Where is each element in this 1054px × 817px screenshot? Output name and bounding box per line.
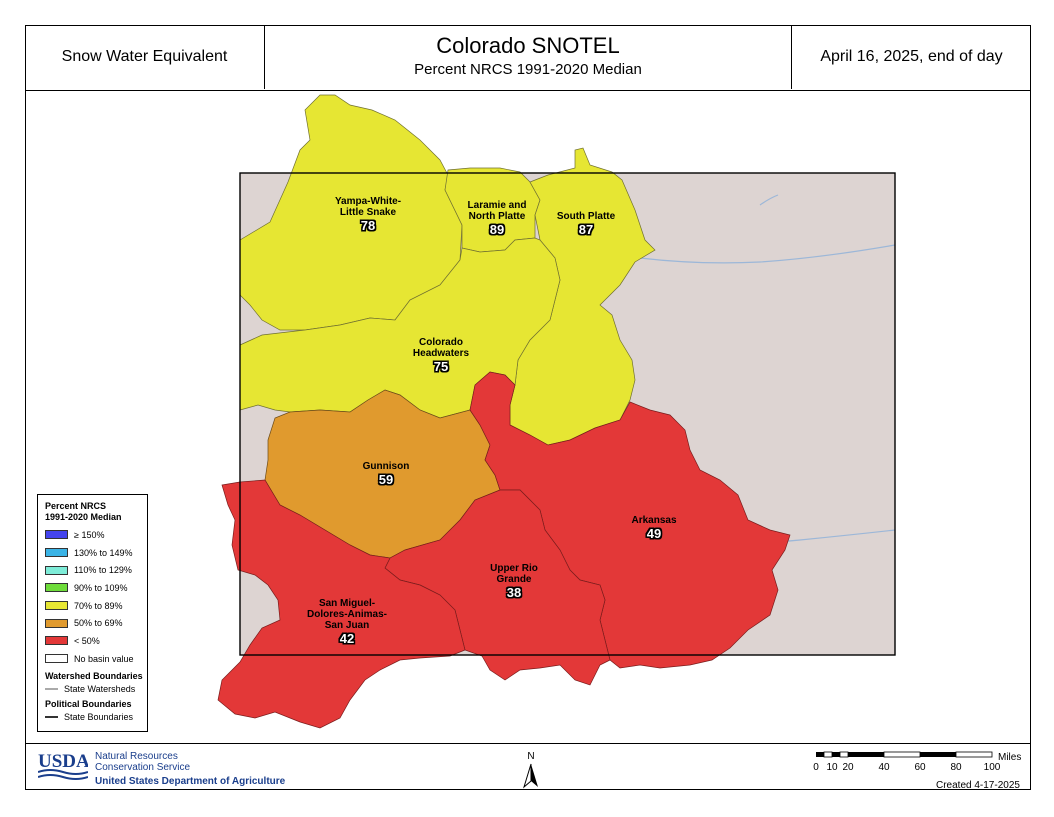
legend-classes: ≥ 150% 130% to 149% 110% to 129% 90% to 109… (45, 526, 147, 668)
north-label: N (527, 751, 534, 762)
legend-class-row: 130% to 149% (45, 544, 147, 562)
legend-class-row: 110% to 129% (45, 561, 147, 579)
basin-value: 59 (378, 472, 394, 487)
legend-label: < 50% (74, 635, 100, 646)
scale-tick-label: 0 (813, 762, 819, 773)
legend-swatch (45, 548, 68, 558)
legend-class-row: 70% to 89% (45, 597, 147, 615)
scale-bar: Miles 0 10 20 40 60 80 100 (813, 751, 1021, 773)
state-boundary (239, 172, 896, 656)
legend-label: ≥ 150% (74, 529, 105, 540)
legend-label: 70% to 89% (74, 600, 123, 611)
scale-unit: Miles (998, 752, 1021, 763)
legend-label: 90% to 109% (74, 582, 128, 593)
map-frame (25, 25, 1031, 790)
legend-title: 1991-2020 Median (45, 512, 122, 522)
legend-swatch (45, 601, 68, 611)
basin-name: Colorado Headwaters (412, 337, 470, 359)
legend-swatch (45, 618, 68, 628)
header-date: April 16, 2025, end of day (820, 48, 1003, 65)
scale-tick-label: 40 (878, 762, 890, 773)
basin-value: 89 (489, 222, 505, 237)
scale-tick-label: 100 (984, 762, 1001, 773)
legend-label: State Boundaries (64, 711, 134, 722)
map-subtitle: Percent NRCS 1991-2020 Median (414, 61, 642, 78)
map-footer (25, 743, 1031, 790)
scale-tick-label: 60 (914, 762, 926, 773)
map-legend: Percent NRCS 1991-2020 Median ≥ 150% 130%… (37, 494, 148, 732)
legend-label: 130% to 149% (74, 547, 133, 558)
label-yampa: Yampa-White- Little Snake 78 (318, 196, 418, 233)
label-arkansas: Arkansas 49 (609, 515, 699, 541)
map-title: Colorado SNOTEL (436, 33, 620, 58)
scale-tick-label: 20 (842, 762, 854, 773)
legend-political-head: Political Boundaries (45, 698, 132, 709)
watershed-line-icon (45, 688, 58, 689)
label-colorado-headwaters: Colorado Headwaters 75 (396, 337, 486, 374)
label-laramie: Laramie and North Platte 89 (452, 200, 542, 237)
basin-value: 49 (646, 526, 662, 541)
basin-value: 38 (506, 585, 522, 600)
legend-class-row: ≥ 150% (45, 526, 147, 544)
legend-label: 50% to 69% (74, 618, 123, 629)
scale-tick-label: 10 (826, 762, 838, 773)
basin-value: 75 (433, 359, 449, 374)
legend-title: Percent NRCS (45, 501, 107, 511)
label-gunnison: Gunnison 59 (341, 461, 431, 487)
scale-tick-label: 80 (950, 762, 962, 773)
legend-swatch (45, 654, 68, 664)
basin-value: 78 (360, 218, 376, 233)
basin-name: Gunnison (362, 461, 410, 472)
legend-swatch (45, 583, 68, 593)
legend-class-row: 90% to 109% (45, 579, 147, 597)
map-header: Snow Water Equivalent Colorado SNOTEL Pe… (25, 25, 1031, 91)
legend-watershed-head: Watershed Boundaries (45, 670, 143, 681)
basin-name: South Platte (556, 211, 616, 222)
usda-logo-icon: USDA (38, 751, 88, 780)
basin-value: 87 (578, 222, 594, 237)
label-south-platte: South Platte 87 (541, 211, 631, 237)
agency-name: Natural Resources Conservation Service (95, 751, 190, 773)
basin-name: Yampa-White- Little Snake (334, 196, 402, 218)
legend-class-row: 50% to 69% (45, 614, 147, 632)
label-upper-rio-grande: Upper Rio Grande 38 (469, 563, 559, 600)
label-san-miguel: San Miguel- Dolores-Animas- San Juan 42 (292, 598, 402, 646)
basin-name: San Miguel- Dolores-Animas- San Juan (306, 598, 387, 631)
legend-label: 110% to 129% (74, 565, 132, 576)
legend-political-item: State Boundaries (45, 710, 147, 724)
header-measure: Snow Water Equivalent (25, 25, 265, 89)
legend-label: No basin value (74, 653, 134, 664)
legend-swatch (45, 530, 68, 540)
basin-name: Upper Rio Grande (490, 563, 538, 585)
basin-value: 42 (339, 631, 355, 646)
legend-label: State Watersheds (64, 683, 136, 694)
basin-name: Laramie and North Platte (467, 200, 527, 222)
legend-swatch (45, 565, 68, 575)
basin-san-miguel-dolores-animas-san-juan (217, 479, 466, 729)
header-title-block: Colorado SNOTEL Percent NRCS 1991-2020 M… (265, 25, 792, 89)
state-line-icon (45, 715, 58, 718)
basin-name: Arkansas (631, 515, 677, 526)
agency-line-2: Conservation Service (95, 762, 191, 773)
legend-class-row: No basin value (45, 650, 147, 668)
legend-class-row: < 50% (45, 632, 147, 650)
created-date: Created 4-17-2025 (936, 780, 1020, 791)
usda-wordmark: USDA (38, 751, 88, 772)
north-arrow-icon: N (523, 751, 538, 789)
legend-watershed-item: State Watersheds (45, 682, 147, 696)
department-name: United States Department of Agriculture (95, 776, 286, 787)
agency-line-1: Natural Resources (95, 751, 178, 762)
legend-swatch (45, 636, 68, 646)
